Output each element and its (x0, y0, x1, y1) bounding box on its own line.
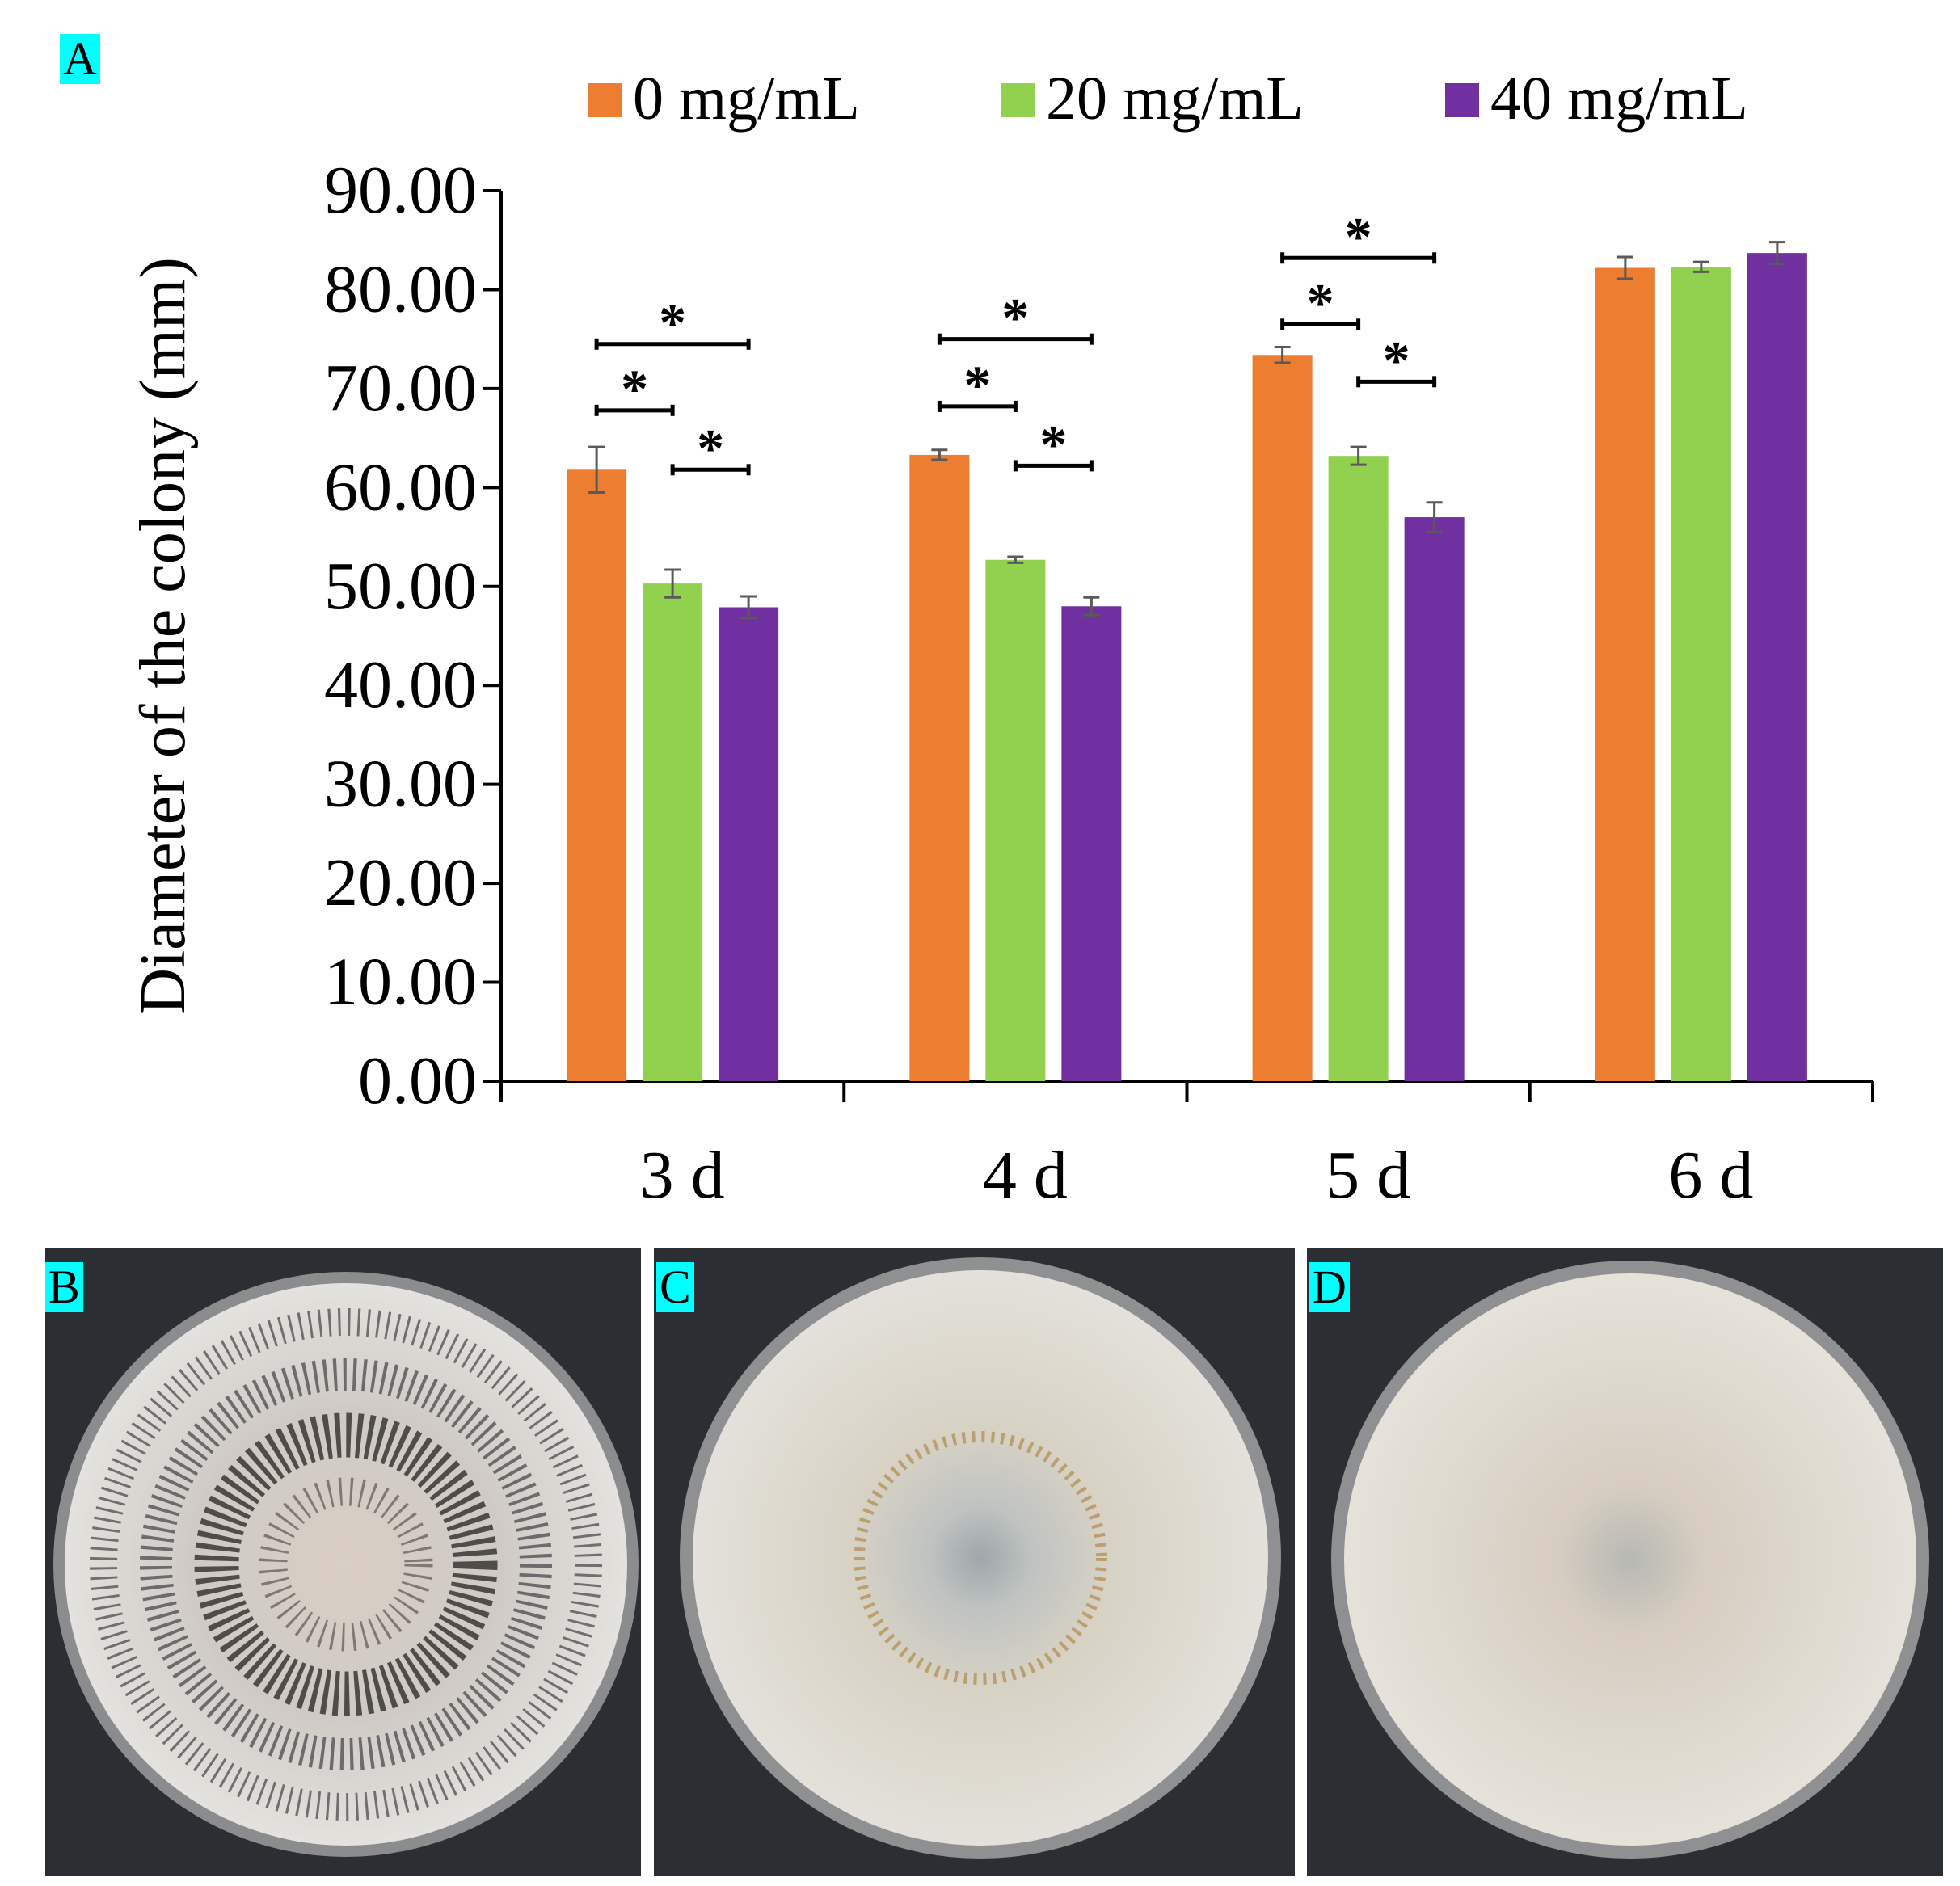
legend-swatch (1445, 83, 1479, 117)
legend-swatch (1001, 83, 1035, 117)
legend-label: 40 mg/mL (1490, 65, 1748, 133)
significance-star: * (963, 354, 991, 415)
bar-chart: 0.00 10.00 20.00 30.00 40.00 50.00 60.00 70.00 8… (128, 65, 1874, 1213)
bar (567, 469, 627, 1081)
y-axis-title: Diameter of the colony (mm) (128, 257, 199, 1014)
petri-dish-photo-b (45, 1248, 641, 1876)
significance-star: * (1307, 272, 1334, 333)
x-tick-label: 4 d (983, 1138, 1068, 1213)
bar (1671, 267, 1731, 1081)
y-tick-label: 80.00 (324, 251, 477, 326)
panel-label-c: C (656, 1262, 694, 1312)
legend-label: 20 mg/mL (1046, 65, 1304, 133)
x-tick-label: 5 d (1326, 1138, 1410, 1213)
significance-star: * (1345, 205, 1372, 267)
significance-star: * (1039, 413, 1067, 474)
significance-star: * (1001, 287, 1029, 348)
bar (643, 583, 703, 1081)
bar (1747, 253, 1807, 1081)
bar (985, 559, 1046, 1081)
y-tick-label: 30.00 (324, 747, 477, 822)
x-tick-label: 6 d (1668, 1138, 1753, 1213)
y-tick-label: 70.00 (324, 351, 477, 426)
petri-dish-photo-c (654, 1248, 1295, 1876)
bar (1595, 267, 1655, 1081)
y-tick-label: 50.00 (324, 549, 477, 624)
bar (1404, 517, 1465, 1081)
legend-label: 0 mg/mL (633, 65, 860, 133)
panel-label-b: B (45, 1262, 83, 1312)
y-tick-label: 0.00 (358, 1043, 477, 1118)
petri-dish-photo-d (1307, 1248, 1943, 1876)
significance-star: * (697, 417, 724, 478)
y-tick-label: 90.00 (324, 153, 477, 228)
bar (909, 454, 970, 1081)
bar (719, 607, 779, 1081)
significance-star: * (621, 358, 648, 419)
bar (1061, 606, 1122, 1081)
bar (1328, 456, 1389, 1081)
significance-star: * (659, 292, 686, 353)
x-tick-label: 3 d (640, 1138, 725, 1213)
y-tick-label: 20.00 (324, 845, 477, 920)
significance-star: * (1383, 329, 1410, 390)
y-tick-label: 40.00 (324, 647, 477, 722)
legend-swatch (588, 83, 622, 117)
panel-label-a: A (60, 34, 100, 84)
panel-label-d: D (1309, 1262, 1350, 1312)
y-tick-label: 60.00 (324, 449, 477, 524)
y-tick-label: 10.00 (324, 945, 477, 1020)
bar (1252, 355, 1313, 1081)
